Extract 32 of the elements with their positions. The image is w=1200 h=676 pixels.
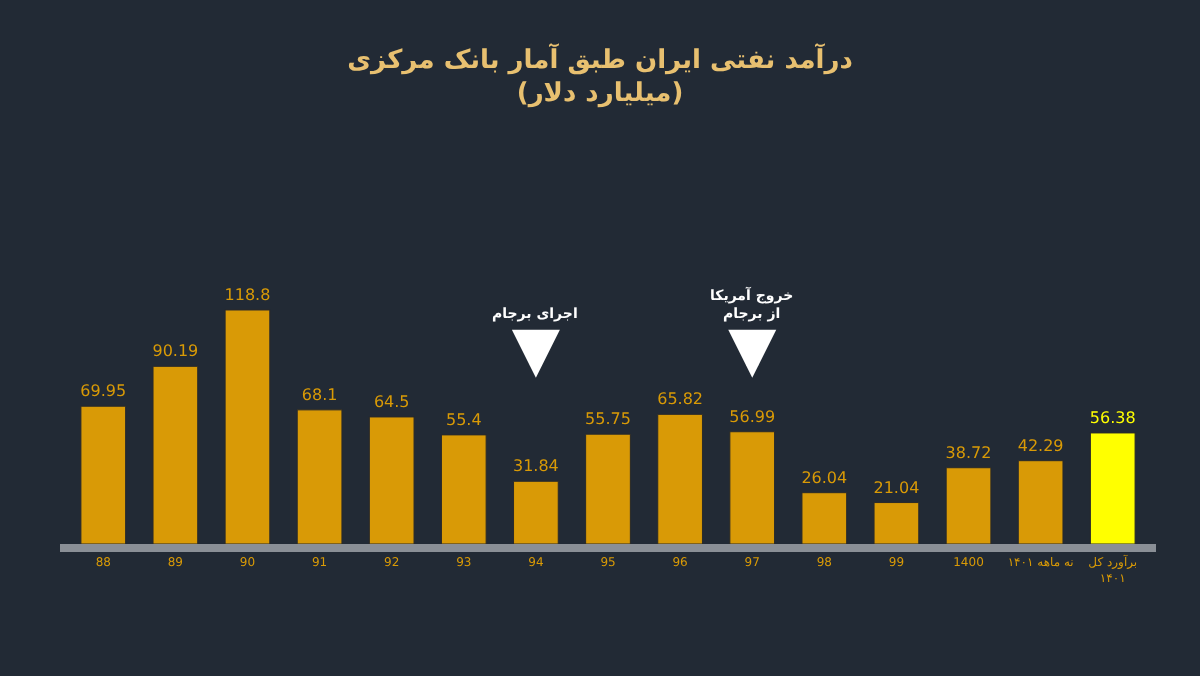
data-label: 21.04 — [873, 478, 920, 497]
data-label: 69.95 — [80, 382, 127, 401]
bar — [152, 365, 199, 544]
data-label: 56.38 — [1089, 408, 1136, 427]
data-label: 38.72 — [945, 443, 992, 462]
bar — [729, 431, 776, 544]
bar — [80, 405, 127, 544]
bar — [945, 467, 992, 544]
data-label: 64.5 — [373, 392, 410, 411]
bar — [585, 433, 631, 544]
data-label: 31.84 — [512, 457, 559, 476]
data-label: 55.75 — [585, 410, 631, 429]
bar — [657, 413, 703, 544]
bar — [224, 309, 271, 544]
bar — [801, 492, 848, 544]
bar — [296, 409, 343, 544]
data-label: 55.4 — [445, 410, 482, 429]
bar — [1089, 432, 1136, 544]
bar — [368, 416, 415, 544]
data-label: 26.04 — [801, 468, 848, 487]
data-label: 118.8 — [224, 285, 271, 304]
data-label: 56.99 — [729, 407, 776, 426]
bar — [1017, 460, 1064, 544]
data-label: 68.1 — [301, 385, 338, 404]
bar — [873, 502, 920, 544]
bar — [440, 434, 487, 544]
data-label: 65.82 — [657, 390, 704, 409]
data-label: 90.19 — [152, 342, 199, 361]
bar — [513, 480, 559, 544]
chart-subtitle: (میلیارد دلار) — [516, 79, 684, 110]
chart-title: درآمد نفتی ایران طبق آمار بانک مرکزی — [347, 41, 854, 76]
data-label: 42.29 — [1017, 436, 1064, 455]
